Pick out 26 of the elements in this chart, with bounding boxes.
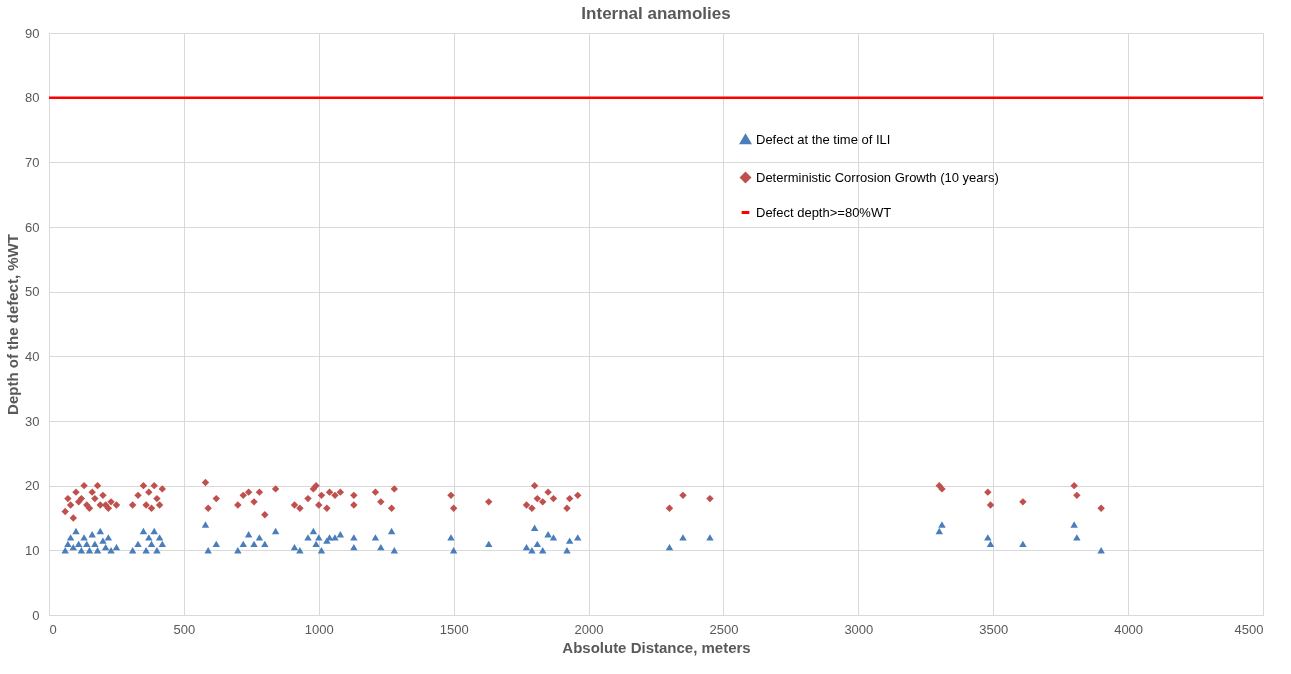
legend-label: Deterministic Corrosion Growth (10 years) [756,169,999,185]
x-tick-label: 3500 [979,621,1009,637]
y-tick-label: 30 [25,413,40,429]
y-tick-label: 90 [25,25,40,41]
y-tick-label: 60 [25,219,40,235]
y-axis-title: Depth of the defect, %WT [4,234,22,415]
y-tick-label: 20 [25,478,40,494]
x-tick-label: 2500 [709,621,739,637]
x-tick-label: 2000 [574,621,604,637]
y-tick-label: 10 [25,542,40,558]
legend-label: Defect at the time of ILI [756,131,891,147]
y-tick-label: 80 [25,90,40,106]
x-tick-label: 4000 [1114,621,1144,637]
x-tick-label: 1500 [439,621,469,637]
x-tick-label: 1000 [304,621,334,637]
y-tick-label: 40 [25,348,40,364]
x-tick-label: 500 [173,621,196,637]
x-tick-label: 0 [49,621,57,637]
y-tick-label: 70 [25,154,40,170]
x-axis-title: Absolute Distance, meters [562,638,751,656]
y-tick-label: 0 [32,607,40,623]
x-tick-label: 3000 [844,621,874,637]
legend-label: Defect depth>=80%WT [756,204,892,220]
y-tick-label: 50 [25,284,40,300]
x-tick-label: 4500 [1234,621,1264,637]
chart-title: Internal anamolies [581,4,731,23]
